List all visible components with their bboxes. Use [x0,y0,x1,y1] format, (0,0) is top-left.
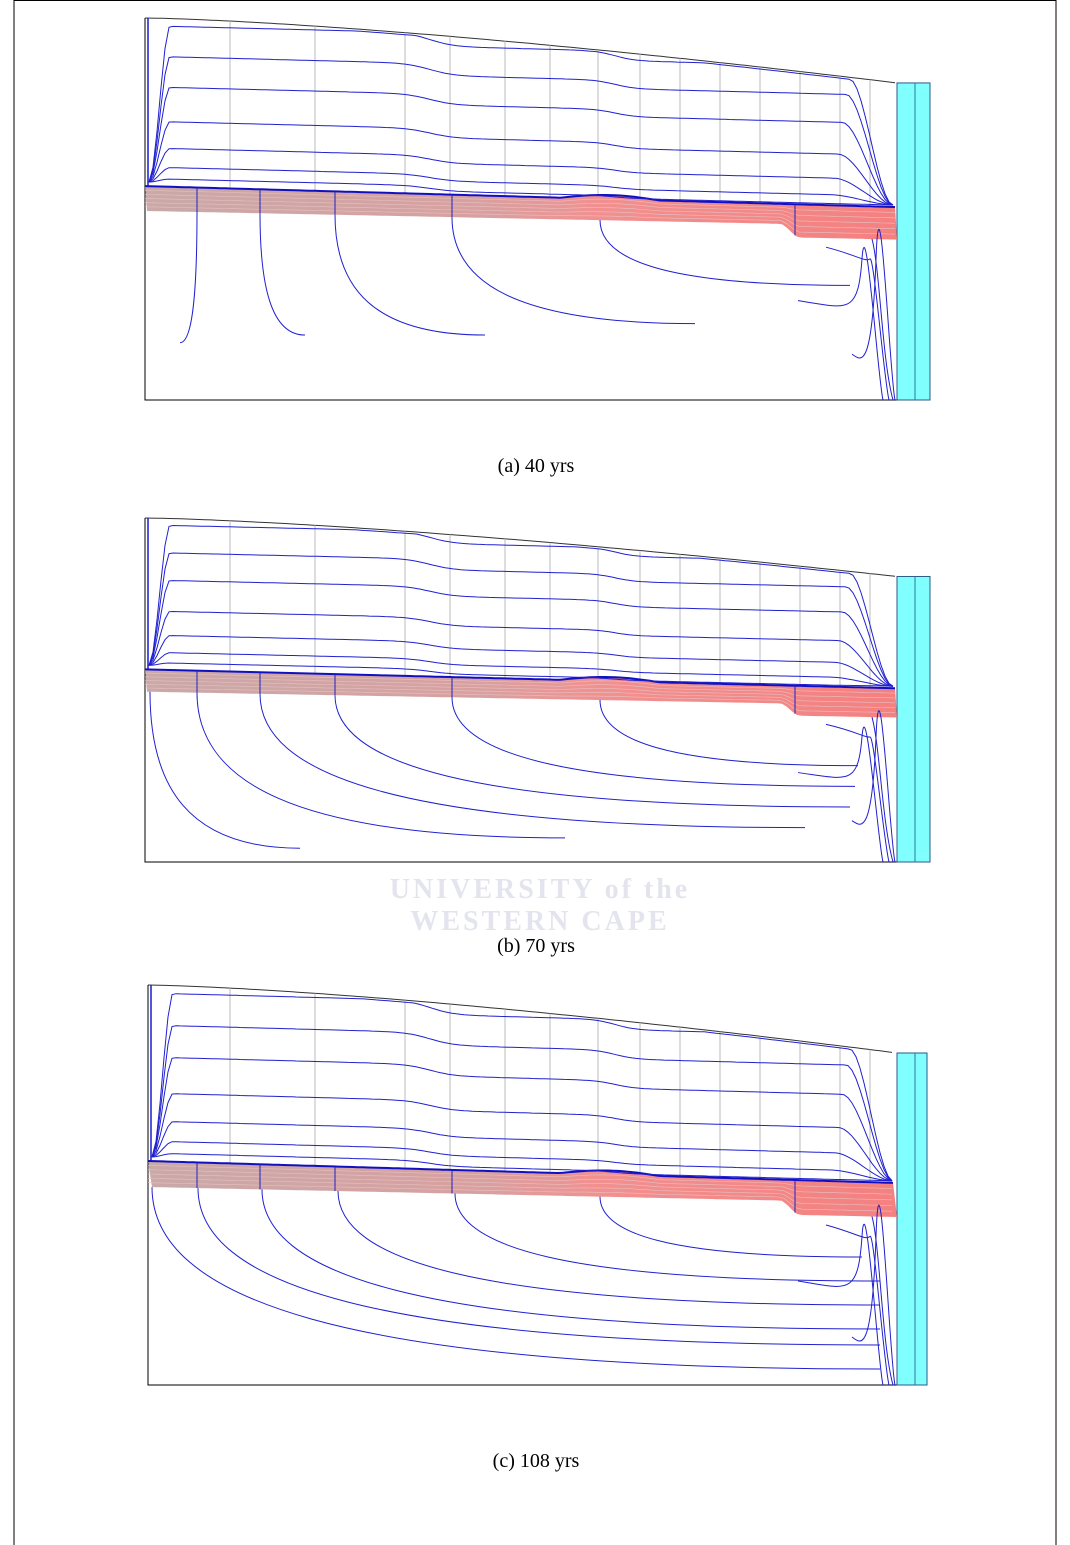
watermark: WESTERN CAPE [410,906,669,937]
contour [825,246,890,401]
contour [825,1224,890,1386]
watermark: UNIVERSITY of the [390,874,690,905]
top-boundary [147,984,893,1053]
contour [148,86,894,206]
contour [148,167,894,206]
aquitard-band [145,186,897,240]
top-boundary [144,517,896,577]
contour [151,1057,893,1182]
band-stripe [147,1182,893,1212]
contour [151,1141,893,1182]
contour [851,228,896,401]
caption: (a) 40 yrs [498,455,575,477]
contour [151,1093,893,1182]
contour [599,1196,863,1258]
band-stripe [144,194,896,219]
contour [851,710,896,863]
contour [148,56,894,206]
contour [148,652,894,687]
band-top [144,668,896,690]
contour [337,1191,881,1306]
contour [151,1187,881,1370]
band-stripe [144,189,896,213]
contour [871,238,894,401]
band-stripe [147,1178,893,1206]
contour [179,211,198,344]
band-stripe [144,206,896,235]
band-top [144,185,896,208]
contour [797,247,884,401]
band-stripe [144,672,896,694]
boundary-strip [896,575,931,863]
contour [148,552,894,687]
contour [148,121,894,206]
contour [148,635,894,687]
band-stripe [144,198,896,224]
contour [451,697,856,787]
contour [454,1193,881,1282]
contour [825,723,890,863]
contour [599,220,851,286]
contour [797,1223,884,1386]
contour [148,148,894,206]
contour [451,217,696,325]
contour [196,692,566,839]
contour [149,691,301,849]
contour [259,693,806,829]
contour [148,610,894,687]
contour [148,580,894,687]
band-stripe [144,680,896,704]
contour [259,213,306,336]
band-top [147,1160,894,1184]
contour [871,1216,894,1386]
page-border [13,0,1057,1545]
panel-border [144,18,930,401]
contour [334,214,486,336]
contour [797,726,884,863]
contour [148,524,894,687]
contour [148,662,894,687]
band-stripe [144,202,896,229]
contour [148,178,894,206]
band-stripe [147,1169,893,1195]
contour [197,1188,881,1346]
panel-border [144,518,930,863]
caption: (c) 108 yrs [493,1450,580,1472]
band-stripe [144,676,896,699]
contour [851,1204,896,1386]
contour [148,25,894,206]
contour [261,1189,881,1330]
contour [599,700,859,767]
panel-border [147,985,927,1386]
band-stripe [144,687,896,713]
contour [151,1121,893,1182]
contour [151,1153,893,1182]
band-stripe [147,1165,893,1189]
contour [871,716,894,863]
band-stripe [144,684,896,708]
caption: (b) 70 yrs [497,935,575,957]
boundary-strip [896,82,931,401]
band-stripe [147,1173,893,1201]
boundary-strip [896,1052,928,1386]
contour [151,1025,893,1182]
contour [151,993,893,1182]
contour [334,695,851,808]
top-boundary [144,17,896,84]
